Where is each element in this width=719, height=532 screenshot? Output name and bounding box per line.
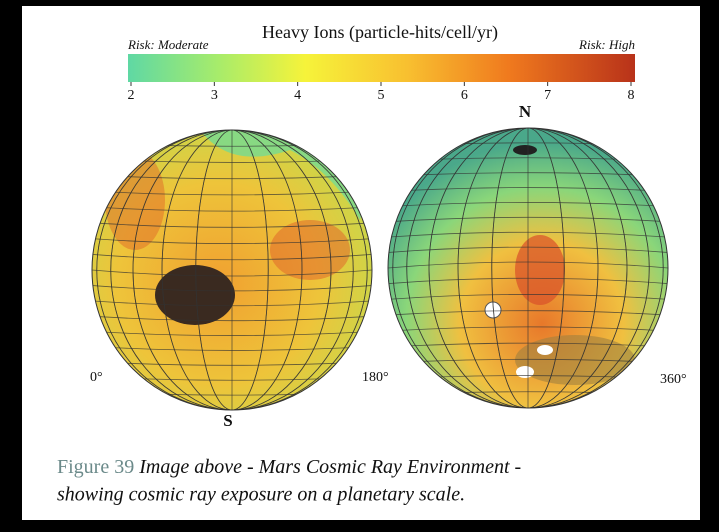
tick-label: 6 bbox=[461, 88, 468, 103]
south-label: S bbox=[223, 411, 232, 430]
north-label: N bbox=[519, 102, 532, 121]
tick-label: 2 bbox=[128, 88, 135, 103]
caption-text: Image above - Mars Cosmic Ray Environmen… bbox=[138, 456, 521, 478]
globe-north bbox=[388, 128, 668, 408]
tick-label: 3 bbox=[211, 88, 218, 103]
risk-high: Risk: High bbox=[578, 37, 635, 52]
longitude-label: 0° bbox=[90, 370, 103, 385]
colorbar-title: Heavy Ions (particle-hits/cell/yr) bbox=[262, 22, 498, 43]
figure: Heavy Ions (particle-hits/cell/yr) Risk:… bbox=[0, 0, 719, 532]
caption-line: Figure 39 Image above - Mars Cosmic Ray … bbox=[57, 456, 521, 478]
caption-text: showing cosmic ray exposure on a planeta… bbox=[57, 484, 465, 506]
tick-label: 8 bbox=[628, 88, 635, 103]
longitude-label: 360° bbox=[660, 372, 687, 387]
colorbar bbox=[128, 54, 635, 82]
figure-label: Figure 39 bbox=[57, 456, 134, 478]
tick-label: 5 bbox=[378, 88, 385, 103]
risk-low: Risk: Moderate bbox=[127, 37, 209, 52]
tick-label: 4 bbox=[294, 88, 301, 103]
longitude-label: 180° bbox=[362, 370, 389, 385]
tick-label: 7 bbox=[544, 88, 551, 103]
